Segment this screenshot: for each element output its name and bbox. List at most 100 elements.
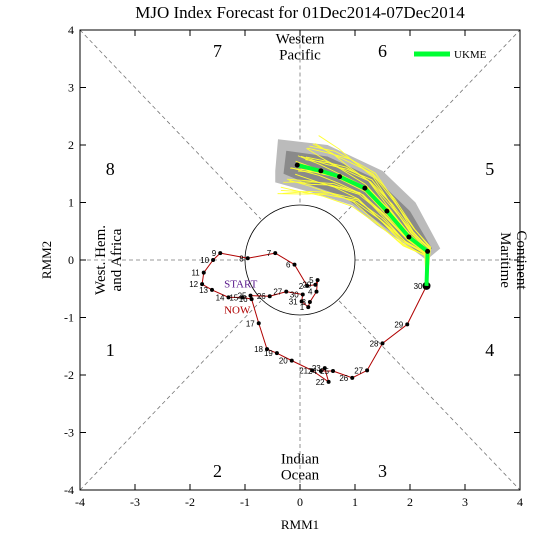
- phase-number: 3: [378, 461, 387, 481]
- observed-point-label: 29: [394, 320, 403, 329]
- observed-line: [201, 252, 427, 384]
- ensemble-member-line: [314, 143, 431, 286]
- diagonal-line: [79, 300, 262, 491]
- observed-point: [310, 368, 315, 373]
- phase-number: 7: [213, 41, 222, 61]
- now-label: NOW: [224, 304, 251, 316]
- observed-point: [274, 351, 279, 356]
- ukme-forecast: [294, 162, 431, 286]
- y-tick-label: 0: [68, 253, 74, 267]
- forecast-point: [425, 248, 431, 254]
- observed-point: [307, 299, 312, 304]
- start-label: START: [224, 279, 258, 291]
- x-tick-label: 3: [462, 495, 468, 509]
- phase-number: 8: [106, 159, 115, 179]
- x-axis-title: RMM1: [281, 517, 319, 532]
- observed-point-label: 3: [301, 298, 306, 307]
- observed-point: [380, 341, 385, 346]
- forecast-point: [384, 208, 390, 214]
- observed-point-label: 11: [191, 269, 200, 278]
- ensemble-spread-inner: [283, 150, 432, 255]
- y-tick-label: 1: [68, 196, 74, 210]
- x-tick-label: 4: [517, 495, 523, 509]
- observed-point: [210, 287, 214, 292]
- observed-point-label: 8: [239, 254, 244, 263]
- phase-number: 2: [213, 461, 222, 481]
- chart-title: MJO Index Forecast for 01Dec2014-07Dec20…: [135, 3, 465, 22]
- region-label-bottom: Indian: [281, 451, 320, 467]
- observed-point: [305, 283, 310, 288]
- observed-point-label: 10: [200, 256, 209, 265]
- observed-point-label: 26: [257, 292, 266, 301]
- observed-point: [211, 258, 216, 262]
- phase-number: 1: [106, 340, 115, 360]
- y-tick-label: -3: [64, 426, 74, 440]
- phase-number: 5: [485, 159, 494, 179]
- observed-point-label: 6: [286, 261, 291, 270]
- observed-point: [226, 295, 231, 300]
- diagonal-line: [338, 300, 521, 491]
- region-label-top: Pacific: [279, 48, 321, 64]
- x-tick-label: -1: [240, 495, 250, 509]
- unit-circle: [244, 204, 356, 316]
- observed-point-label: 24: [308, 367, 317, 376]
- observed-point-label: 14: [216, 293, 225, 302]
- observed-point: [322, 366, 327, 371]
- y-axis-title: RMM2: [39, 241, 54, 279]
- ensemble-member-line: [318, 135, 432, 286]
- observed-point: [300, 292, 305, 297]
- observed-point: [313, 282, 318, 287]
- observed-point: [273, 251, 278, 256]
- observed-point: [405, 322, 410, 327]
- observed-point-label: 16: [239, 295, 248, 304]
- observed-point: [315, 278, 320, 283]
- observed-point: [318, 368, 323, 373]
- region-label-top: Western: [276, 32, 325, 48]
- observed-point-label: 4: [308, 288, 313, 297]
- observed-point-label: 9: [212, 249, 217, 258]
- observed-point: [289, 358, 294, 363]
- observed-point-label: 21: [299, 366, 308, 375]
- x-tick-label: -4: [75, 495, 85, 509]
- observed-point: [350, 375, 355, 380]
- x-tick-label: -2: [185, 495, 195, 509]
- phase-number: 4: [485, 340, 494, 360]
- observed-point-label: 1: [300, 303, 305, 312]
- y-tick-label: -4: [64, 483, 74, 497]
- region-label-bottom: Ocean: [281, 467, 320, 483]
- observed-point-label: 25: [320, 367, 329, 376]
- ukme-forecast-line: [296, 163, 430, 286]
- observed-point-label: 17: [246, 319, 255, 328]
- observed-point-label: 12: [189, 280, 198, 289]
- forecast-point: [337, 174, 343, 180]
- observed-point: [267, 294, 272, 299]
- observed-point: [365, 368, 370, 373]
- observed-point: [314, 289, 319, 294]
- y-tick-label: 2: [68, 138, 74, 152]
- observed-point: [218, 251, 223, 256]
- forecast-point: [406, 234, 412, 240]
- observed-point: [292, 262, 297, 267]
- observed-point-label: 22: [316, 378, 325, 387]
- observed-point-label: 7: [267, 249, 272, 258]
- observed-point-label: 27: [354, 366, 363, 375]
- observed-point: [306, 305, 311, 310]
- observed-point: [240, 295, 245, 300]
- observed-point: [245, 256, 250, 261]
- observed-point-label: 30: [414, 282, 423, 291]
- region-label-right: Maritime: [497, 232, 513, 288]
- x-tick-label: 1: [352, 495, 358, 509]
- observed-point: [248, 293, 253, 298]
- y-tick-label: -2: [64, 368, 74, 382]
- y-tick-label: -1: [64, 311, 74, 325]
- observed-point: [200, 282, 205, 287]
- observed-point-label: 23: [312, 364, 321, 373]
- phase-number: 6: [378, 41, 387, 61]
- observed-point: [331, 368, 335, 373]
- observed-point: [201, 270, 206, 275]
- observed-point-label: 19: [264, 349, 273, 358]
- observed-point: [265, 347, 269, 352]
- observed-point: [299, 299, 304, 304]
- observed-point: [284, 289, 289, 294]
